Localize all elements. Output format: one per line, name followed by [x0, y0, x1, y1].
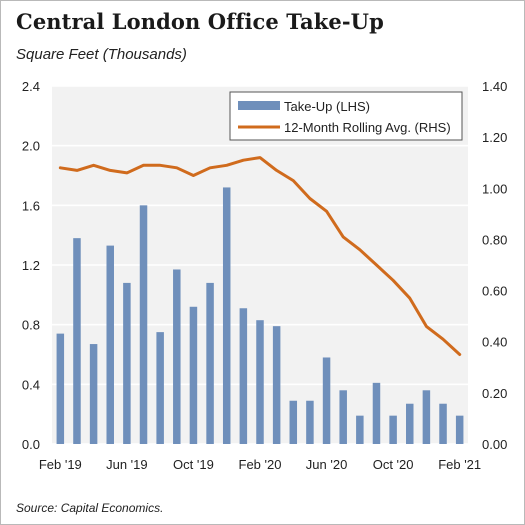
left-tick-label: 2.4	[22, 79, 40, 94]
right-tick-label: 0.80	[482, 232, 507, 247]
bar	[173, 269, 181, 444]
right-tick-label: 0.40	[482, 335, 507, 350]
right-tick-label: 0.00	[482, 437, 507, 452]
bar	[222, 187, 231, 444]
bar	[406, 403, 414, 444]
right-tick-label: 1.40	[482, 79, 507, 94]
rolling-average-line	[58, 156, 462, 356]
legend-label-rolling-average: 12-Month Rolling Avg. (RHS)	[284, 120, 451, 135]
left-tick-label: 1.6	[22, 198, 40, 213]
right-tick-label: 1.20	[482, 130, 507, 145]
bar-series	[56, 187, 464, 444]
bar	[239, 308, 248, 444]
left-tick-label: 0.0	[22, 437, 40, 452]
bar	[322, 357, 331, 444]
bar	[106, 245, 114, 444]
bar	[189, 306, 198, 444]
left-axis-ticks: 0.0 0.4 0.8 1.2 1.6 2.0 2.4	[22, 79, 40, 452]
chart-source: Source: Capital Economics.	[16, 501, 164, 515]
left-tick-label: 0.8	[22, 318, 40, 333]
bar	[289, 400, 298, 444]
right-axis-ticks: 0.00 0.20 0.40 0.60 0.80 1.00 1.20 1.40	[482, 79, 507, 452]
chart-title: Central London Office Take-Up	[16, 9, 384, 34]
x-tick-label: Jun '20	[306, 457, 348, 472]
bar	[73, 238, 81, 444]
chart-subtitle: Square Feet (Thousands)	[16, 46, 187, 63]
bar	[156, 332, 164, 444]
legend-label-take-up: Take-Up (LHS)	[284, 99, 370, 114]
left-tick-label: 1.2	[22, 258, 40, 273]
bar	[372, 382, 381, 444]
bar	[339, 390, 347, 444]
bar	[389, 415, 397, 444]
legend-swatch-take-up	[238, 101, 280, 110]
bar	[206, 282, 214, 444]
bar	[256, 320, 264, 444]
x-tick-label: Feb '21	[438, 457, 481, 472]
bar	[56, 333, 65, 444]
x-tick-label: Oct '20	[373, 457, 414, 472]
bar	[356, 415, 364, 444]
bar	[455, 415, 464, 444]
bar	[439, 403, 447, 444]
right-tick-label: 0.20	[482, 386, 507, 401]
x-tick-label: Oct '19	[173, 457, 214, 472]
right-tick-label: 0.60	[482, 284, 507, 299]
legend: Take-Up (LHS) 12-Month Rolling Avg. (RHS…	[229, 91, 463, 141]
bar	[123, 282, 131, 444]
left-tick-label: 0.4	[22, 377, 40, 392]
x-axis-ticks: Feb '19 Jun '19 Oct '19 Feb '20 Jun '20 Oct '…	[39, 457, 481, 472]
legend-box	[229, 91, 463, 141]
x-tick-label: Feb '20	[239, 457, 282, 472]
bar	[306, 400, 314, 444]
right-tick-label: 1.00	[482, 181, 507, 196]
bar	[139, 205, 148, 444]
left-tick-label: 2.0	[22, 139, 40, 154]
bar	[272, 326, 281, 444]
x-tick-label: Feb '19	[39, 457, 82, 472]
bar	[422, 390, 431, 444]
bar	[89, 344, 98, 444]
x-tick-label: Jun '19	[106, 457, 148, 472]
